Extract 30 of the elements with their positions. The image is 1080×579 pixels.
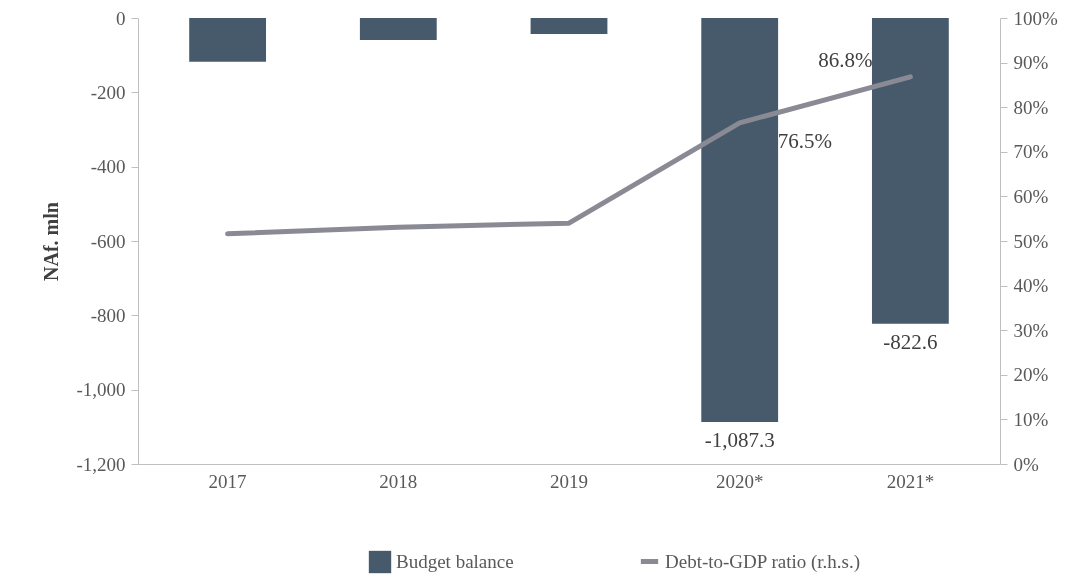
y2-tick-label: 80%	[1013, 96, 1049, 118]
y-tick-label: -400	[90, 156, 126, 178]
y2-tick-label: 50%	[1013, 230, 1049, 252]
y2-tick-label: 40%	[1013, 275, 1049, 297]
legend-label: Budget balance	[396, 551, 514, 572]
x-tick-label: 2017	[208, 470, 247, 492]
y2-tick-label: 0%	[1013, 453, 1039, 475]
legend-label: Debt-to-GDP ratio (r.h.s.)	[665, 550, 861, 573]
y2-tick-label: 60%	[1013, 185, 1049, 207]
y-tick-label: -600	[90, 230, 126, 252]
y-tick-label: -200	[90, 81, 126, 103]
x-tick-label: 2020*	[715, 470, 764, 492]
y2-tick-label: 10%	[1013, 408, 1049, 430]
y2-tick-label: 30%	[1013, 319, 1049, 341]
data-label: -1,087.3	[704, 428, 775, 453]
data-label: 76.5%	[777, 128, 832, 153]
x-tick-label: 2021*	[886, 470, 935, 492]
y-axis-title: NAf. mln	[40, 202, 63, 281]
data-label: 86.8%	[818, 47, 873, 72]
y2-tick-label: 70%	[1013, 141, 1049, 163]
y2-tick-label: 90%	[1013, 52, 1049, 74]
x-tick-label: 2018	[379, 470, 418, 492]
y-tick-label: 0	[116, 7, 126, 29]
y-tick-label: -800	[90, 304, 126, 326]
y-tick-label: -1,000	[76, 379, 126, 401]
y2-tick-label: 100%	[1013, 7, 1058, 29]
y-tick-label: -1,200	[76, 453, 126, 475]
data-label: -822.6	[883, 329, 938, 354]
x-tick-label: 2019	[550, 470, 588, 492]
y2-tick-label: 20%	[1013, 364, 1049, 386]
